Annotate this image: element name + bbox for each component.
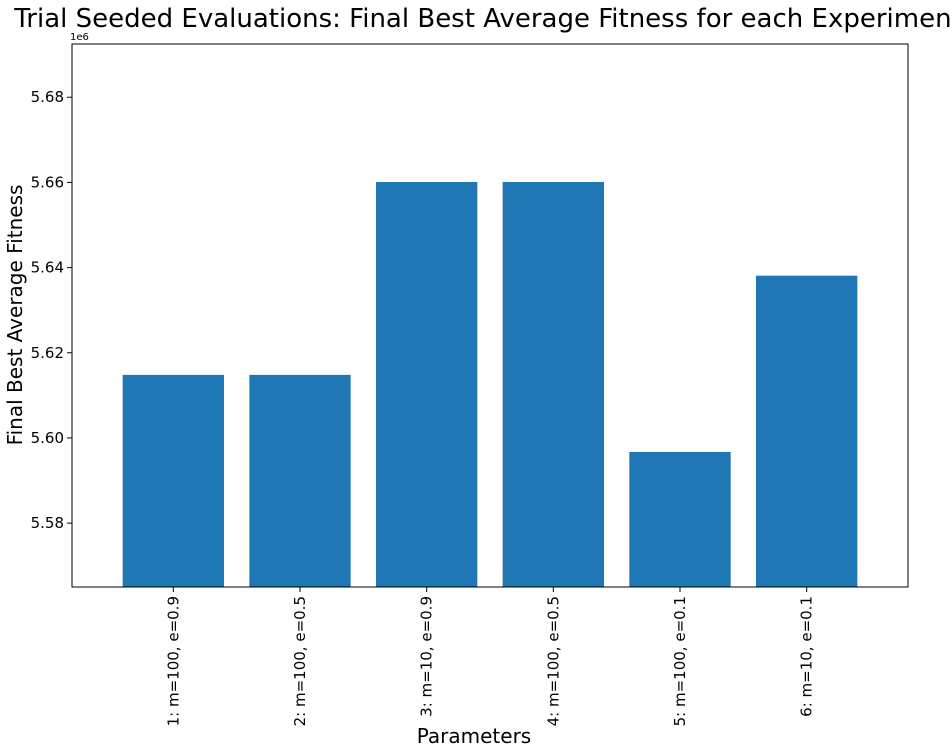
bar-2 bbox=[249, 374, 351, 587]
bar-6 bbox=[756, 275, 858, 587]
y-ticks-group: 5.58 5.60 5.62 5.64 5.66 5.68 bbox=[31, 88, 72, 532]
y-tick-label: 5.68 bbox=[31, 88, 64, 106]
x-tick-label: 1: m=100, e=0.9 bbox=[164, 596, 182, 726]
y-offset-label: 1e6 bbox=[70, 32, 89, 43]
x-ticks-group: 1: m=100, e=0.9 2: m=100, e=0.5 3: m=10, e… bbox=[164, 587, 816, 726]
y-axis-label: Final Best Average Fitness bbox=[3, 185, 27, 446]
y-tick-label: 5.58 bbox=[31, 514, 64, 532]
bar-1 bbox=[122, 374, 224, 587]
x-tick-label: 4: m=100, e=0.5 bbox=[544, 596, 562, 726]
x-tick-label: 6: m=10, e=0.1 bbox=[798, 596, 816, 717]
bar-4 bbox=[502, 181, 604, 587]
y-tick-label: 5.60 bbox=[31, 429, 64, 447]
bar-3 bbox=[376, 181, 478, 587]
y-tick-label: 5.64 bbox=[31, 259, 64, 277]
bars-group bbox=[122, 181, 858, 587]
y-tick-label: 5.66 bbox=[31, 173, 64, 191]
chart-title: Trial Seeded Evaluations: Final Best Ave… bbox=[13, 4, 952, 34]
bar-5 bbox=[629, 451, 731, 587]
x-tick-label: 5: m=100, e=0.1 bbox=[671, 596, 689, 726]
x-tick-label: 2: m=100, e=0.5 bbox=[291, 596, 309, 726]
x-axis-label: Parameters bbox=[417, 724, 531, 748]
plot-frame bbox=[71, 43, 909, 588]
y-tick-label: 5.62 bbox=[31, 344, 64, 362]
x-tick-label: 3: m=10, e=0.9 bbox=[418, 596, 436, 717]
